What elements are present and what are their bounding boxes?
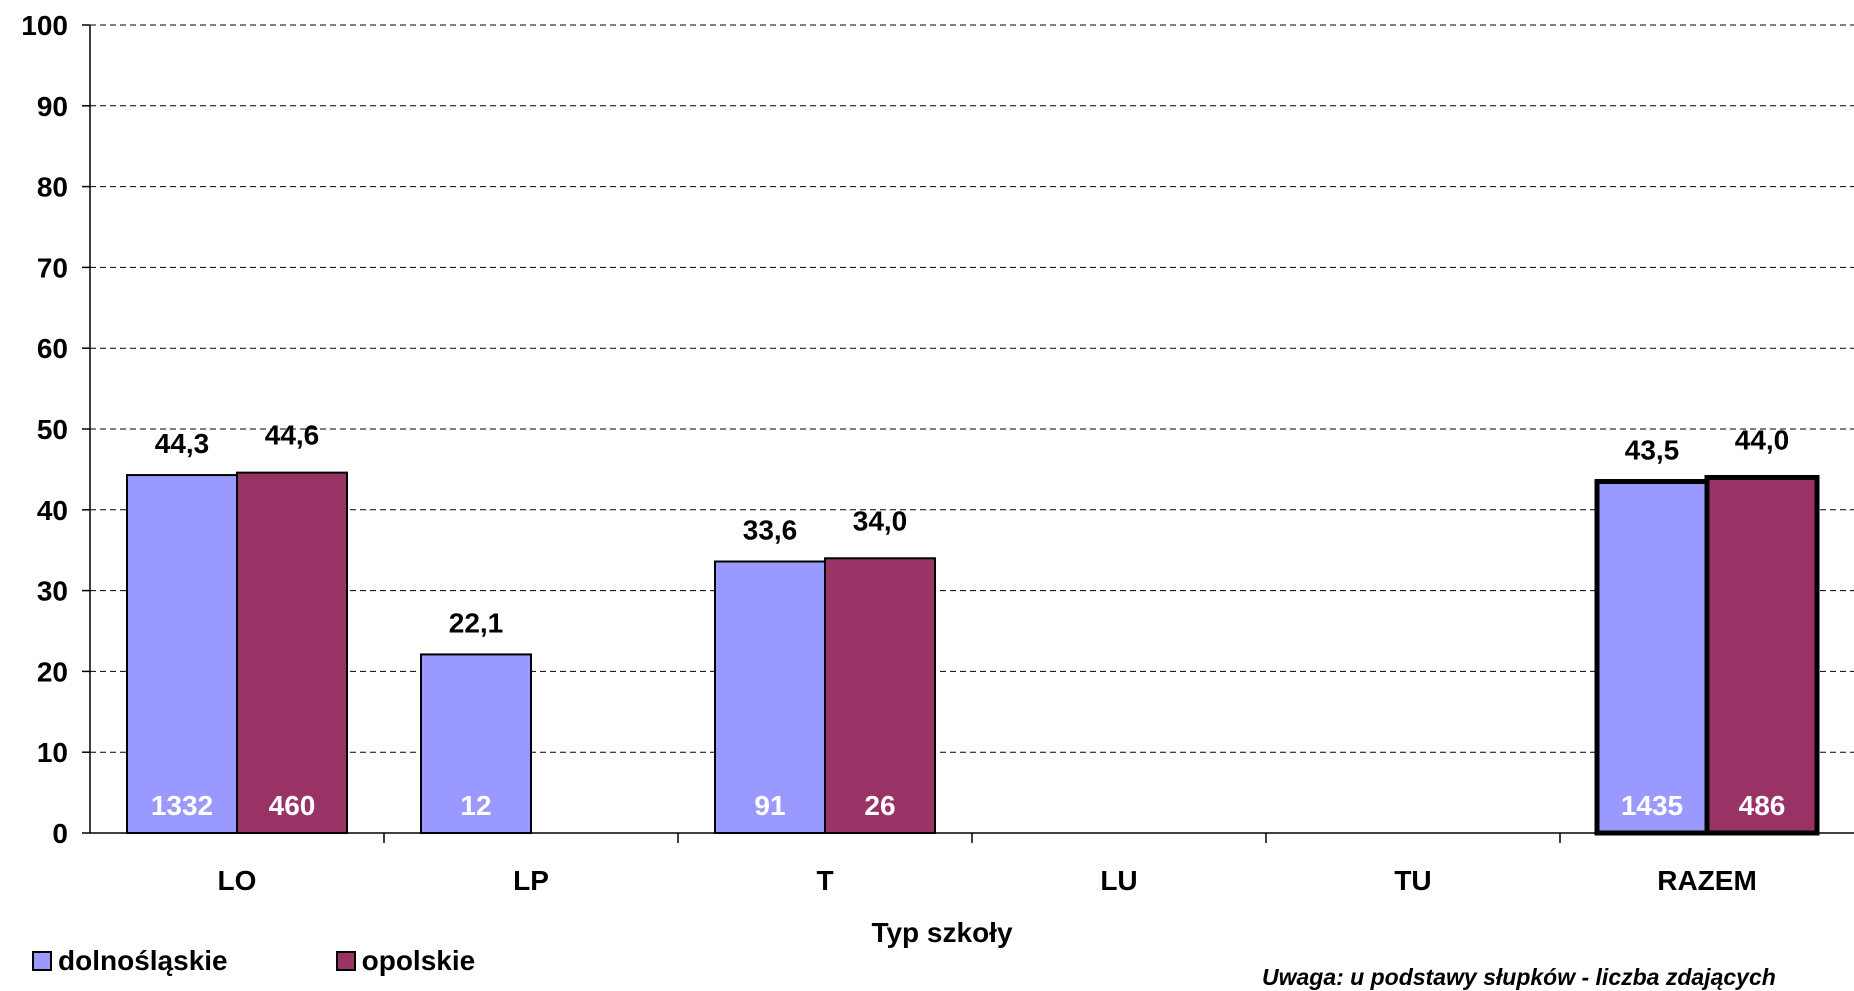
legend-label-dolnoslaskie: dolnośląskie xyxy=(58,945,228,976)
footnote: Uwaga: u podstawy słupków - liczba zdają… xyxy=(1262,964,1776,990)
y-tick-label: 40 xyxy=(37,495,68,526)
bar xyxy=(1704,474,1820,836)
y-tick-label: 0 xyxy=(52,818,68,849)
data-label: 33,6 xyxy=(743,515,798,546)
y-tick-label: 30 xyxy=(37,576,68,607)
count-label: 91 xyxy=(754,790,785,821)
count-label: 460 xyxy=(269,790,316,821)
count-label: 486 xyxy=(1739,790,1786,821)
data-label: 44,0 xyxy=(1735,424,1790,455)
gridlines xyxy=(90,24,1854,753)
x-tick-label: RAZEM xyxy=(1657,865,1757,896)
data-label: 34,0 xyxy=(853,505,908,536)
legend-swatch-opolskie xyxy=(335,951,356,971)
data-label: 44,3 xyxy=(155,428,210,459)
x-tick-label: T xyxy=(816,865,833,896)
bars xyxy=(126,471,1820,836)
legend-swatch-dolnoslaskie xyxy=(32,951,52,971)
axes: 0 10 20 30 40 50 60 70 80 90 100 LO LP T LU TU RAZEM xyxy=(21,10,1854,896)
x-axis-title: Typ szkoły xyxy=(871,917,1013,948)
data-label: 43,5 xyxy=(1625,435,1680,466)
count-label: 12 xyxy=(460,790,491,821)
legend: dolnośląskie opolskie xyxy=(32,945,583,977)
y-tick-label: 20 xyxy=(37,656,68,687)
legend-item-dolnoslaskie: dolnośląskie xyxy=(32,945,228,977)
bar xyxy=(236,471,348,834)
count-label: 1332 xyxy=(151,790,213,821)
y-tick-label: 70 xyxy=(37,252,68,283)
x-tick-label: LU xyxy=(1100,865,1137,896)
bar xyxy=(420,653,532,834)
y-tick-label: 100 xyxy=(21,10,68,41)
legend-item-opolskie: opolskie xyxy=(335,945,476,977)
x-tick-label: LO xyxy=(218,865,257,896)
bar xyxy=(126,474,238,834)
data-label: 44,6 xyxy=(265,420,320,451)
count-label: 26 xyxy=(864,790,895,821)
y-tick-label: 90 xyxy=(37,91,68,122)
data-labels: 44,3 1332 44,6 460 22,1 12 33,6 91 34,0 26 43,5 143… xyxy=(151,420,1789,821)
y-tick-label: 10 xyxy=(37,737,68,768)
legend-label-opolskie: opolskie xyxy=(361,945,476,976)
x-tick-label: TU xyxy=(1394,865,1431,896)
x-tick-label: LP xyxy=(513,865,549,896)
y-tick-label: 80 xyxy=(37,172,68,203)
y-tick-label: 50 xyxy=(37,414,68,445)
count-label: 1435 xyxy=(1621,790,1683,821)
bar xyxy=(824,557,936,835)
data-label: 22,1 xyxy=(449,607,504,638)
bar xyxy=(1594,479,1710,836)
y-tick-label: 60 xyxy=(37,333,68,364)
